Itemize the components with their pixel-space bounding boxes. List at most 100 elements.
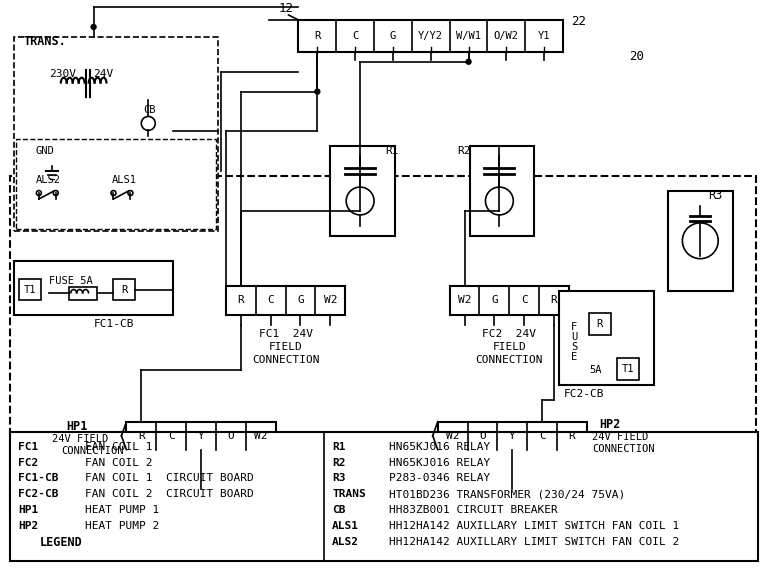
Text: Y/Y2: Y/Y2	[419, 31, 443, 41]
Text: TRANS: TRANS	[332, 489, 366, 500]
Text: U: U	[571, 332, 578, 342]
Bar	[559, 291, 654, 385]
Text: S: S	[571, 342, 578, 352]
Text: 5A: 5A	[589, 365, 601, 375]
Text: ALS2: ALS2	[36, 175, 61, 185]
Text: O/W2: O/W2	[494, 31, 519, 41]
Text: CONNECTION: CONNECTION	[475, 355, 543, 365]
Text: W2: W2	[446, 431, 459, 441]
Text: HP1: HP1	[18, 505, 38, 516]
Text: T1: T1	[24, 284, 36, 295]
Text: ALS1: ALS1	[332, 521, 359, 531]
Text: G: G	[491, 295, 498, 306]
Bar	[449, 286, 569, 315]
Text: FC2-CB: FC2-CB	[18, 489, 58, 500]
Text: 12: 12	[279, 2, 293, 15]
Text: Y1: Y1	[538, 31, 551, 41]
Bar	[10, 176, 756, 519]
Text: E: E	[571, 352, 578, 362]
Text: W2: W2	[323, 295, 337, 306]
Text: 22: 22	[571, 15, 586, 28]
Text: R: R	[568, 431, 575, 441]
Text: FIELD: FIELD	[492, 342, 526, 352]
Text: Y: Y	[197, 431, 204, 441]
Circle shape	[466, 59, 471, 64]
Text: F: F	[571, 322, 578, 332]
Bar	[668, 191, 733, 291]
Text: FC2-CB: FC2-CB	[564, 389, 604, 399]
Text: FIELD: FIELD	[269, 342, 303, 352]
Text: CB: CB	[144, 105, 156, 116]
Bar	[469, 146, 535, 236]
Bar	[330, 146, 395, 236]
Bar	[10, 432, 758, 561]
Text: C: C	[267, 295, 274, 306]
Text: R: R	[597, 319, 603, 329]
Bar	[617, 358, 639, 380]
Text: HT01BD236 TRANSFORMER (230/24 75VA): HT01BD236 TRANSFORMER (230/24 75VA)	[389, 489, 625, 500]
Text: FC1  24V: FC1 24V	[259, 329, 313, 339]
Text: R3: R3	[332, 473, 346, 484]
Text: HEAT PUMP 2: HEAT PUMP 2	[84, 521, 159, 531]
Text: R2: R2	[458, 146, 471, 156]
Bar	[19, 279, 41, 300]
Text: 24V FIELD: 24V FIELD	[51, 434, 108, 444]
Text: O: O	[479, 431, 486, 441]
Bar	[438, 422, 587, 450]
Text: HN65KJ016 RELAY: HN65KJ016 RELAY	[389, 457, 490, 468]
Text: W/W1: W/W1	[456, 31, 481, 41]
Circle shape	[315, 89, 319, 94]
Bar	[16, 139, 216, 229]
Text: GND: GND	[36, 146, 55, 156]
Text: CB: CB	[332, 505, 346, 516]
Text: R1: R1	[385, 146, 399, 156]
Text: FUSE 5A: FUSE 5A	[49, 275, 93, 286]
Text: HP2: HP2	[599, 418, 621, 431]
Bar	[589, 314, 611, 335]
Text: G: G	[297, 295, 304, 306]
Text: R1: R1	[332, 442, 346, 452]
Text: T1: T1	[621, 364, 634, 374]
Text: FC1-CB: FC1-CB	[18, 473, 58, 484]
Bar	[226, 286, 345, 315]
Text: R: R	[237, 295, 244, 306]
Text: R: R	[121, 284, 127, 295]
Text: FC1: FC1	[18, 442, 38, 452]
Text: FC2  24V: FC2 24V	[482, 329, 536, 339]
Text: HH12HA142 AUXILLARY LIMIT SWITCH FAN COIL 1: HH12HA142 AUXILLARY LIMIT SWITCH FAN COI…	[389, 521, 679, 531]
Text: R: R	[314, 31, 320, 41]
Text: 20: 20	[629, 50, 644, 63]
Text: C: C	[352, 31, 359, 41]
Bar	[299, 20, 563, 52]
Text: O: O	[227, 431, 234, 441]
Bar	[14, 261, 173, 315]
Text: ALS1: ALS1	[111, 175, 137, 185]
Text: CONNECTION: CONNECTION	[592, 444, 654, 453]
Text: TRANS.: TRANS.	[24, 35, 67, 48]
Bar	[127, 422, 276, 450]
Text: HP2: HP2	[18, 521, 38, 531]
Text: W2: W2	[458, 295, 472, 306]
Text: HP1: HP1	[67, 420, 88, 433]
Text: R: R	[551, 295, 558, 306]
Bar	[68, 287, 97, 300]
Text: R: R	[138, 431, 144, 441]
Text: LEGEND: LEGEND	[40, 535, 83, 549]
Text: FAN COIL 1: FAN COIL 1	[84, 442, 152, 452]
Text: 24V: 24V	[94, 69, 114, 79]
Text: G: G	[390, 31, 396, 41]
Text: W2: W2	[254, 431, 267, 441]
Text: P283-0346 RELAY: P283-0346 RELAY	[389, 473, 490, 484]
Text: ALS2: ALS2	[332, 537, 359, 547]
Text: FAN COIL 2: FAN COIL 2	[84, 457, 152, 468]
Text: CONNECTION: CONNECTION	[252, 355, 319, 365]
Bar	[114, 279, 135, 300]
Circle shape	[91, 24, 96, 30]
Bar	[14, 37, 218, 231]
Text: C: C	[539, 431, 545, 441]
Text: HN65KJ016 RELAY: HN65KJ016 RELAY	[389, 442, 490, 452]
Text: C: C	[521, 295, 528, 306]
Text: HH12HA142 AUXILLARY LIMIT SWITCH FAN COIL 2: HH12HA142 AUXILLARY LIMIT SWITCH FAN COI…	[389, 537, 679, 547]
Text: HEAT PUMP 1: HEAT PUMP 1	[84, 505, 159, 516]
Text: C: C	[167, 431, 174, 441]
